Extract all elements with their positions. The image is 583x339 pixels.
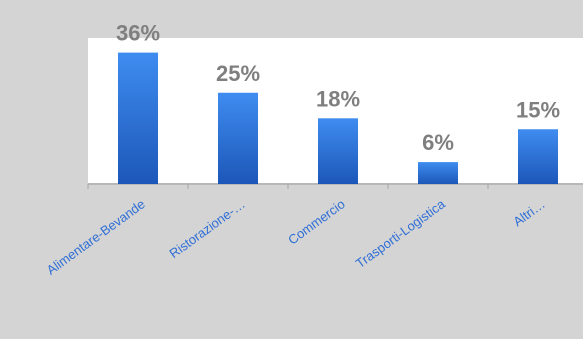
bar xyxy=(318,118,358,184)
bar xyxy=(518,129,558,184)
bar-value-label: 18% xyxy=(316,86,360,111)
bar xyxy=(418,162,458,184)
bars-group xyxy=(118,52,558,184)
bar xyxy=(218,92,258,184)
bar-value-label: 25% xyxy=(216,61,260,86)
value-labels-group: 36% 25% 18% 6% 15% xyxy=(116,21,560,156)
bar-value-label: 36% xyxy=(116,21,160,46)
bar-value-label: 15% xyxy=(516,97,560,122)
x-axis-ticks xyxy=(87,184,489,189)
bar-value-label: 6% xyxy=(422,130,454,155)
bar xyxy=(118,52,158,184)
